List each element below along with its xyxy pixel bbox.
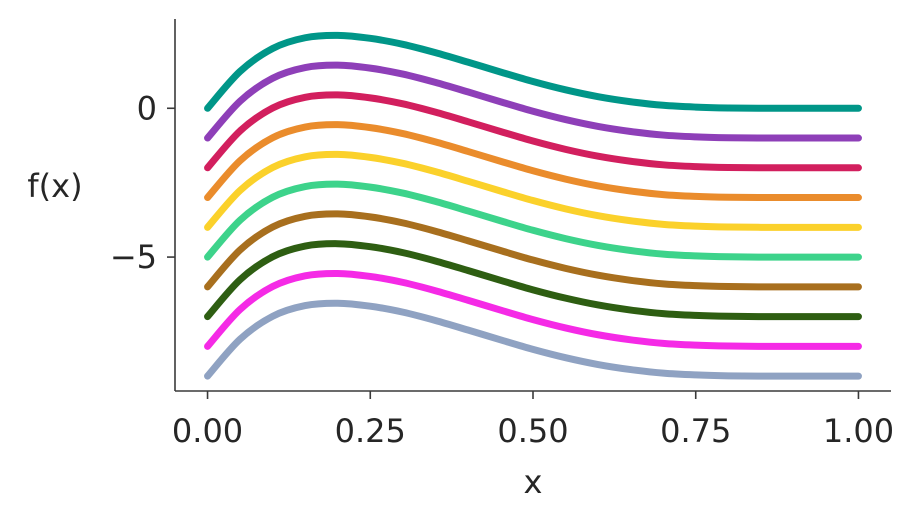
x-tick-label: 0.25 xyxy=(335,412,406,450)
series-layer xyxy=(204,31,862,380)
y-tick-label: −5 xyxy=(110,238,157,276)
x-tick-label: 0.75 xyxy=(660,412,731,450)
series-line-1 xyxy=(204,31,862,112)
series-line-9 xyxy=(204,269,862,350)
ticks: 0.00 0.25 0.50 0.75 1.00 0 −5 xyxy=(110,89,894,450)
y-tick-label: 0 xyxy=(137,89,157,127)
x-tick-label: 1.00 xyxy=(823,412,894,450)
series-line-8 xyxy=(204,240,862,321)
series-line-4 xyxy=(204,121,862,202)
series-line-10 xyxy=(204,299,862,380)
y-axis-label: f(x) xyxy=(27,167,82,205)
series-line-3 xyxy=(204,91,862,172)
series-line-2 xyxy=(204,61,862,142)
series-line-6 xyxy=(204,180,862,261)
x-tick-label: 0.50 xyxy=(497,412,568,450)
series-line-7 xyxy=(204,210,862,291)
x-axis-label: x xyxy=(524,463,543,501)
series-line-5 xyxy=(204,150,862,231)
x-tick-label: 0.00 xyxy=(172,412,243,450)
